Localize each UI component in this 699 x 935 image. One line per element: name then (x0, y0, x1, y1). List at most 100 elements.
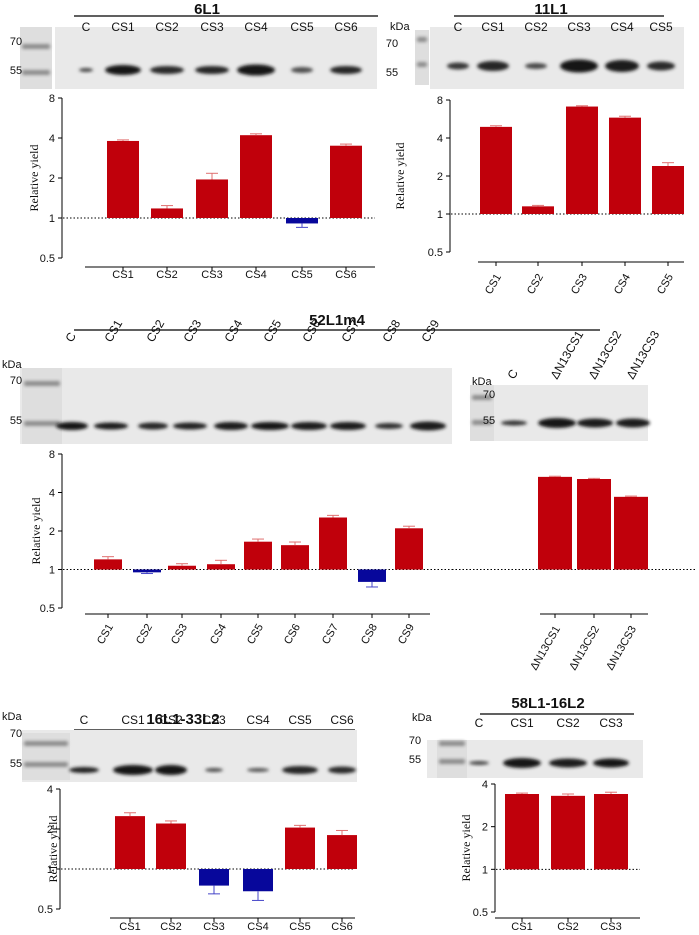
lane-label-4: CS4 (244, 20, 268, 34)
y-tick-label: 0.5 (40, 253, 55, 265)
x-tick-label-CS1: CS1 (112, 269, 133, 281)
bar-CS5 (244, 541, 272, 570)
bar-CS1 (94, 559, 122, 570)
western-blot (20, 368, 452, 444)
bar-CS8 (358, 569, 386, 582)
ladder-band-0 (472, 395, 492, 400)
bar-ΔN13CS3 (614, 496, 648, 570)
x-tick-label-CS4: CS4 (612, 272, 633, 297)
x-tick-label-CS5: CS5 (245, 622, 266, 647)
blot-band-4 (214, 422, 248, 430)
lane-label-2: CS2 (556, 716, 580, 730)
bar-CS1 (115, 816, 145, 869)
lane-label-3: ΔN13CS3 (623, 328, 662, 382)
bar-CS1 (107, 140, 139, 218)
blot-band-2 (525, 63, 547, 69)
blot-band-4 (247, 768, 269, 772)
marker-label-70: 70 (10, 36, 22, 48)
ladder-strip (22, 733, 70, 780)
x-tick-label-CS3: CS3 (169, 622, 190, 647)
y-tick-label: 8 (437, 95, 443, 107)
x-tick-label-CS9: CS9 (396, 622, 417, 647)
ladder-band-0 (22, 44, 50, 49)
x-tick-label-CS6: CS6 (282, 622, 303, 647)
bar-CS3 (196, 179, 228, 218)
bar-CS4 (240, 135, 272, 218)
blot-band-7 (330, 422, 366, 430)
ladder-band-1 (439, 759, 465, 764)
bar-CS1 (480, 126, 512, 214)
panel-16l1-33l2: 16L1-33L2 kDa 70 55 C CS1 CS2 CS3 CS4 CS5 CS6 0.5 1 2… (2, 711, 357, 933)
bar-ΔN13CS1 (538, 476, 572, 570)
ladder-band-0 (24, 741, 68, 746)
y-axis-label: Relative yield (459, 815, 473, 882)
bar-CS2 (156, 823, 186, 869)
y-tick-label: 4 (437, 133, 443, 145)
lane-label-1: CS1 (101, 317, 125, 344)
lane-label-1: CS1 (111, 20, 135, 34)
ladder-band-0 (417, 37, 427, 42)
blot-band-5 (282, 766, 318, 774)
ladder-band-1 (472, 420, 492, 425)
marker-label-55: 55 (10, 65, 22, 77)
ladder-strip (470, 385, 494, 441)
y-tick-label: 2 (47, 824, 53, 836)
lane-label-0: C (62, 330, 79, 345)
panel-title: 6L1 (194, 1, 220, 18)
bar-CS2 (151, 208, 183, 218)
blot-band-0 (69, 767, 99, 773)
marker-label-70: 70 (10, 728, 22, 740)
bar-CS2 (522, 206, 554, 214)
panel-6l1: 6L1 70 55 C CS1 CS2 CS3 CS4 CS5 CS6 0.5 1 2 4 8 Relativ… (10, 1, 378, 281)
blot-band-9 (410, 421, 446, 431)
bar-CS6 (327, 835, 357, 869)
blot-band-4 (237, 64, 275, 76)
western-blot (430, 27, 684, 89)
bar-CS9 (395, 528, 423, 570)
x-tick-label-CS3: CS3 (203, 921, 224, 933)
x-tick-label-CS6: CS6 (331, 921, 352, 933)
x-tick-label-CS3: CS3 (600, 921, 621, 933)
x-tick-label-CS2: CS2 (557, 921, 578, 933)
y-tick-label: 2 (482, 822, 488, 834)
lane-label-8: CS8 (379, 317, 403, 344)
bar-CS3 (594, 794, 628, 870)
ladder-band-1 (24, 762, 68, 767)
lane-label-5: CS5 (260, 317, 284, 344)
y-tick-label: 8 (49, 93, 55, 105)
lane-label-3: CS3 (202, 713, 226, 727)
lane-label-2: CS2 (155, 20, 179, 34)
blot-band-5 (291, 67, 313, 73)
blot-band-1 (94, 422, 128, 430)
kda-label: kDa (390, 21, 410, 33)
x-tick-label-CS3: CS3 (569, 272, 590, 297)
marker-label-55: 55 (409, 754, 421, 766)
marker-label-70: 70 (386, 38, 398, 50)
blot-band-1 (538, 418, 576, 428)
marker-label-55: 55 (10, 415, 22, 427)
x-tick-label-CS2: CS2 (134, 622, 155, 647)
x-tick-label-CS5: CS5 (291, 269, 312, 281)
lane-label-4: CS4 (246, 713, 270, 727)
y-tick-label: 1 (437, 209, 443, 221)
lane-label-3: CS3 (599, 716, 623, 730)
blot-band-0 (447, 62, 469, 70)
blot-band-1 (503, 758, 541, 768)
y-tick-label: 1 (482, 864, 488, 876)
x-tick-label-CS8: CS8 (359, 622, 380, 647)
blot-band-2 (150, 66, 184, 74)
lane-label-6: CS6 (330, 713, 354, 727)
bar-CS2 (133, 569, 161, 573)
marker-label-55: 55 (10, 758, 22, 770)
blot-band-1 (105, 65, 141, 75)
x-tick-label-CS7: CS7 (320, 622, 341, 647)
lane-label-6: CS6 (334, 20, 358, 34)
ladder-band-0 (24, 381, 60, 386)
y-axis-label: Relative yield (29, 498, 43, 565)
lane-label-0: C (475, 716, 484, 730)
blot-band-3 (173, 422, 207, 430)
blot-band-0 (501, 420, 527, 426)
y-tick-label: 1 (47, 864, 53, 876)
y-tick-label: 0.5 (428, 247, 443, 259)
